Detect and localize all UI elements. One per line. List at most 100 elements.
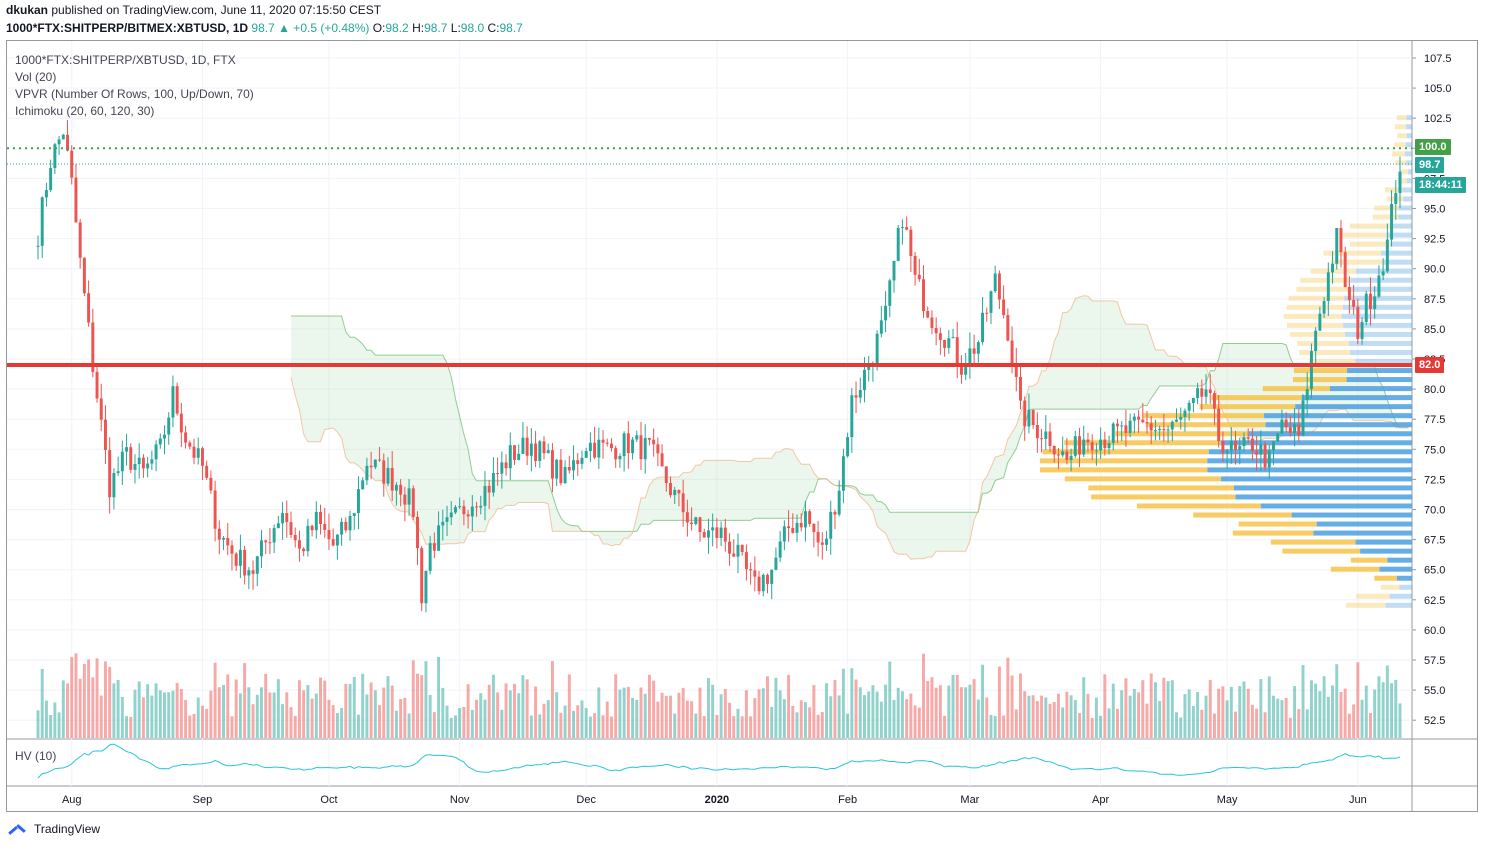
- candle-body: [656, 444, 660, 454]
- candle-body: [1061, 451, 1065, 456]
- candle-body: [892, 260, 896, 281]
- volume-bar: [1078, 713, 1082, 738]
- candle-body: [1343, 252, 1347, 288]
- candle-body: [1322, 301, 1326, 314]
- volume-bar: [1390, 683, 1394, 738]
- volume-bar: [306, 684, 310, 738]
- candle-body: [1141, 419, 1145, 423]
- volume-bar: [112, 683, 116, 738]
- candle-body: [500, 462, 504, 474]
- volume-bar: [631, 697, 635, 738]
- volume-bar: [1272, 695, 1275, 738]
- candle-body: [403, 494, 407, 505]
- candle-body: [1099, 439, 1103, 451]
- volume-bar: [200, 705, 204, 738]
- volume-bar: [639, 687, 643, 738]
- volume-bar: [1364, 685, 1368, 738]
- candle-body: [1242, 437, 1246, 447]
- vpvr-bar-down: [1383, 259, 1412, 265]
- candle-body: [997, 273, 1001, 300]
- volume-bar: [951, 674, 955, 738]
- volume-bar: [399, 699, 403, 738]
- legend-vpvr[interactable]: VPVR (Number Of Rows, 100, Up/Down, 70): [15, 87, 254, 101]
- candle-body: [673, 489, 677, 496]
- legend-hv[interactable]: HV (10): [15, 749, 57, 763]
- candle-body: [1086, 439, 1090, 443]
- volume-bar: [1019, 673, 1022, 738]
- candle-body: [559, 459, 563, 484]
- volume-bar: [1314, 683, 1318, 738]
- volume-bar: [656, 701, 660, 738]
- volume-bar: [390, 685, 394, 738]
- candle-body: [356, 489, 360, 514]
- volume-bar: [635, 699, 639, 738]
- vpvr-bar-down: [1406, 178, 1412, 184]
- vpvr-bar-up: [1064, 476, 1222, 482]
- legend-symbol[interactable]: 1000*FTX:SHITPERP/XBTUSD, 1D, FTX: [15, 53, 236, 67]
- footer-brand[interactable]: TradingView: [8, 822, 100, 836]
- candle-body: [344, 521, 348, 531]
- volume-bar: [504, 683, 508, 738]
- volume-bar: [369, 682, 373, 738]
- volume-bar: [985, 697, 989, 738]
- candle-body: [1035, 424, 1039, 439]
- volume-bar: [310, 698, 314, 738]
- volume-bar: [588, 716, 592, 738]
- vpvr-bar-up: [1143, 413, 1265, 419]
- candle-body: [205, 465, 209, 478]
- vpvr-bar-up: [1039, 467, 1208, 473]
- vpvr-bar-up: [1350, 241, 1391, 247]
- volume-bar: [226, 674, 230, 738]
- low-value: 98.0: [460, 21, 485, 35]
- chart-frame[interactable]: [6, 40, 1478, 812]
- candle-body: [378, 459, 382, 461]
- volume-bar: [1234, 711, 1238, 738]
- volume-bar: [491, 674, 495, 738]
- candle-body: [968, 348, 972, 367]
- candle-body: [833, 511, 837, 515]
- candle-body: [538, 441, 542, 461]
- volume-bar: [917, 707, 921, 738]
- volume-bar: [356, 714, 360, 738]
- candle-body: [854, 395, 858, 398]
- candle-body: [348, 516, 352, 531]
- volume-bar: [976, 699, 980, 738]
- candle-body: [643, 437, 647, 460]
- volume-bar: [685, 700, 689, 738]
- candle-body: [976, 342, 980, 354]
- volume-bar: [458, 708, 462, 738]
- candle-body: [837, 490, 841, 515]
- volume-bar: [959, 687, 963, 738]
- volume-bar: [1048, 703, 1052, 738]
- candle-body: [913, 255, 917, 275]
- legend-ichimoku[interactable]: Ichimoku (20, 60, 120, 30): [15, 104, 155, 118]
- volume-bar: [167, 692, 171, 738]
- volume-bar: [546, 700, 550, 738]
- volume-bar: [816, 714, 820, 738]
- candle-body: [926, 311, 930, 318]
- candle-body: [1048, 431, 1052, 446]
- candle-body: [1335, 228, 1339, 264]
- volume-bar: [1305, 709, 1309, 738]
- vpvr-bar-down: [1405, 151, 1412, 157]
- volume-bar: [597, 687, 601, 738]
- vpvr-bar-up: [1341, 232, 1388, 238]
- volume-bar: [1360, 699, 1364, 738]
- volume-bar: [424, 661, 428, 738]
- candle-body: [1234, 440, 1238, 450]
- volume-bar: [70, 657, 74, 738]
- candle-body: [323, 523, 327, 531]
- volume-bar: [572, 710, 575, 738]
- volume-bar: [188, 715, 192, 738]
- candle-body: [66, 134, 69, 151]
- ohlc-header: 1000*FTX:SHITPERP/BITMEX:XBTUSD, 1D 98.7…: [6, 21, 523, 35]
- candle-body: [335, 534, 339, 546]
- volume-bar: [1212, 713, 1216, 738]
- legend-volume[interactable]: Vol (20): [15, 70, 57, 84]
- volume-bar: [1246, 688, 1250, 738]
- volume-bar: [1394, 679, 1398, 738]
- volume-bar: [888, 661, 892, 738]
- volume-bar: [365, 694, 369, 738]
- candle-body: [808, 511, 812, 524]
